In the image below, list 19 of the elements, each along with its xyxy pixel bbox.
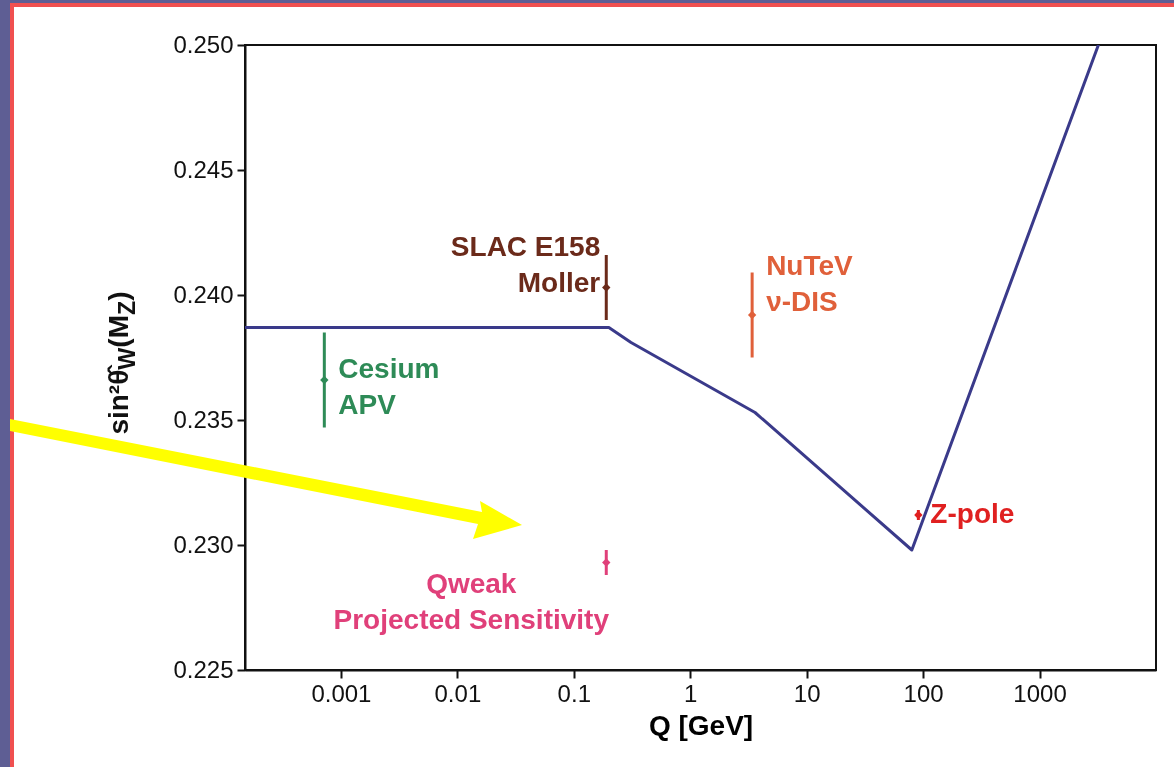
x-tick-label: 100 [903,679,944,707]
x-tick-label: 1 [684,679,698,707]
x-tick-label: 0.1 [557,679,591,707]
series-label: SLAC E158 Moller [450,230,601,298]
x-tick-label: 0.01 [434,679,482,707]
x-tick-label: 1000 [1013,679,1067,707]
x-axis-title: Q [GeV] [648,709,754,741]
y-tick-label: 0.230 [173,530,234,558]
x-tick-label: 10 [793,679,821,707]
series-label: Qweak Projected Sensitivity [333,567,610,635]
series-label: NuTeV ν-DIS [766,250,854,317]
y-tick-label: 0.245 [173,155,234,183]
y-tick-label: 0.250 [173,30,234,58]
y-tick-label: 0.235 [173,405,234,433]
series-label: Cesium APV [338,353,440,420]
y-tick-label: 0.240 [173,280,234,308]
y-tick-label: 0.225 [173,655,234,683]
x-tick-label: 0.001 [311,679,372,707]
series-label: Z-pole [930,498,1015,529]
